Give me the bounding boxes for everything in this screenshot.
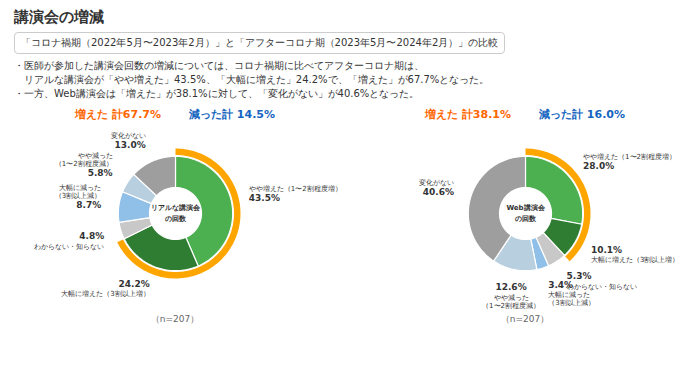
html-text:講演会の増減: 講演会の増減 [14, 8, 104, 26]
html-text:・一方、Web講演会は「増えた」が38.1%に対して、「変化: ・一方、Web講演会は「増えた」が38.1%に対して、「変化がない」が40.6%… [14, 88, 420, 99]
svg-text:やや減った（1〜2割程度減）: やや減った（1〜2割程度減） [482, 294, 540, 310]
svg-text:変化がない: 変化がない [419, 179, 454, 187]
svg-text:リアルな講演会: リアルな講演会 [151, 203, 201, 212]
svg-text:やや増えた（1〜2割程度増）: やや増えた（1〜2割程度増） [249, 184, 342, 193]
svg-text:10.1%: 10.1% [591, 245, 622, 255]
svg-text:わからない・知らない: わからない・知らない [567, 283, 637, 291]
svg-text:の回数: の回数 [165, 215, 187, 223]
svg-text:13.0%: 13.0% [115, 140, 146, 150]
html-text:（n=207）: （n=207） [500, 314, 550, 324]
svg-text:変化がない: 変化がない [111, 132, 146, 140]
svg-text:Web講演会: Web講演会 [506, 203, 545, 212]
html-text:減った計 16.0%: 減った計 16.0% [539, 108, 625, 121]
svg-text:やや増えた（1〜2割程度増）: やや増えた（1〜2割程度増） [583, 152, 676, 161]
svg-text:43.5%: 43.5% [249, 193, 280, 203]
svg-text:40.6%: 40.6% [423, 187, 454, 197]
html-text:（n=207）: （n=207） [150, 314, 200, 324]
html-text:増えた 計38.1%: 増えた 計38.1% [425, 108, 511, 121]
svg-text:わからない・知らない: わからない・知らない [34, 243, 104, 251]
svg-text:大幅に減った（3割以上減）: 大幅に減った（3割以上減） [548, 291, 594, 307]
html-text:リアルな講演会が「やや増えた」43.5%、「大幅に増えた」2: リアルな講演会が「やや増えた」43.5%、「大幅に増えた」24.2%で、「増えた… [14, 74, 490, 85]
svg-text:5.8%: 5.8% [88, 168, 113, 178]
svg-text:24.2%: 24.2% [119, 279, 150, 289]
svg-text:大幅に増えた（3割以上増）: 大幅に増えた（3割以上増） [591, 255, 679, 264]
svg-text:大幅に増えた（3割以上増）: 大幅に増えた（3割以上増） [61, 289, 149, 298]
svg-text:大幅に減った（3割以上減）: 大幅に減った（3割以上減） [55, 184, 101, 200]
html-text:「コロナ禍期（2022年5月〜2023年2月）」と「アフター: 「コロナ禍期（2022年5月〜2023年2月）」と「アフターコロナ期（2023年… [21, 37, 499, 48]
svg-text:28.0%: 28.0% [583, 161, 614, 171]
svg-text:12.6%: 12.6% [495, 282, 526, 292]
svg-text:8.7%: 8.7% [76, 200, 101, 210]
svg-text:やや減った（1〜2割程度減）: やや減った（1〜2割程度減） [55, 152, 113, 168]
svg-text:5.3%: 5.3% [566, 270, 592, 281]
svg-text:3.4%: 3.4% [548, 280, 573, 290]
html-text:・医師が参加した講演会回数の増減については、コロナ禍期に比べ: ・医師が参加した講演会回数の増減については、コロナ禍期に比べてアフターコロナ期は… [14, 60, 424, 71]
html-text:減った計 14.5%: 減った計 14.5% [189, 108, 275, 121]
html-text:増えた 計67.7%: 増えた 計67.7% [75, 108, 161, 121]
svg-text:4.8%: 4.8% [79, 231, 104, 241]
svg-text:の回数: の回数 [515, 215, 537, 223]
